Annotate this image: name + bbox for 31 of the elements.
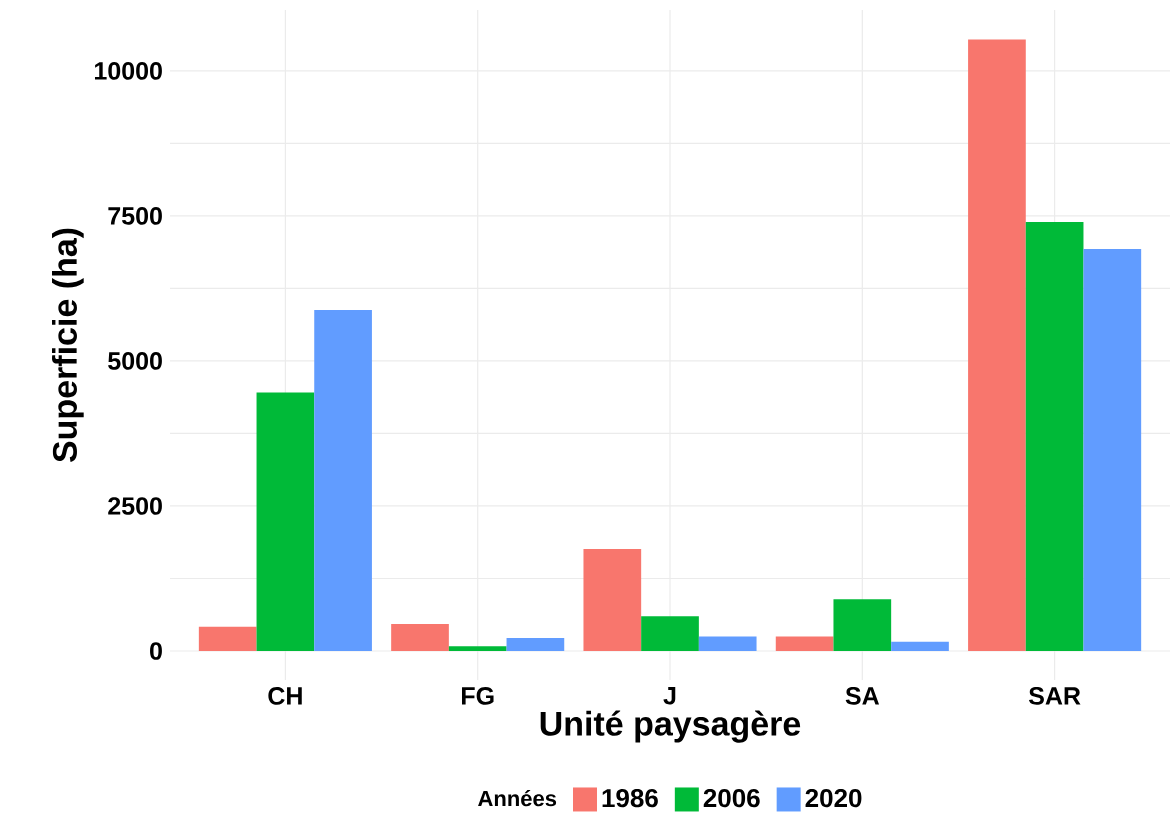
x-tick-label: FG	[462, 687, 494, 705]
bar	[256, 392, 315, 651]
bar	[583, 548, 642, 651]
y-tick-label: 0	[150, 642, 162, 660]
bar	[391, 624, 449, 651]
x-tick-label: SA	[845, 687, 880, 705]
bar	[698, 636, 757, 651]
y-tick-label: 2500	[108, 497, 162, 515]
legend-label: 2006	[703, 788, 760, 808]
y-tick-label: 7500	[108, 207, 162, 225]
bar	[775, 636, 834, 651]
x-tick-label: SAR	[1028, 687, 1081, 705]
legend-title: Années	[478, 789, 557, 807]
x-tick-label: CH	[268, 687, 302, 705]
bar	[506, 637, 565, 651]
y-axis-title: Superficie (ha)	[52, 228, 84, 463]
bar	[1025, 222, 1084, 651]
y-tick-label: 5000	[108, 352, 162, 370]
y-tick-label: 10000	[94, 62, 162, 80]
legend-label: 1986	[602, 788, 658, 808]
legend-label: 2020	[805, 788, 862, 808]
bar	[641, 616, 699, 651]
bar	[968, 39, 1026, 651]
bar	[448, 646, 507, 651]
bar	[314, 309, 372, 651]
x-axis-title: Unité paysagère	[540, 710, 801, 743]
x-tick-label: J	[663, 687, 676, 705]
bar	[1083, 248, 1142, 651]
bar	[891, 641, 949, 651]
bar	[833, 599, 892, 651]
bar	[198, 626, 257, 651]
